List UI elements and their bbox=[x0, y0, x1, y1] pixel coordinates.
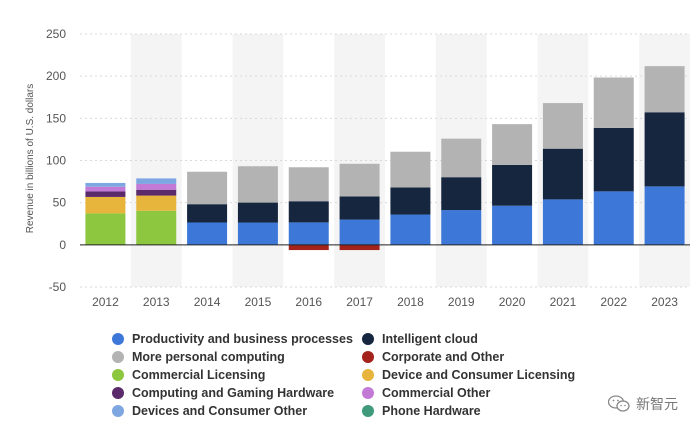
bar-segment bbox=[390, 214, 431, 245]
bar-segment bbox=[593, 191, 634, 245]
bar-segment bbox=[85, 182, 126, 187]
legend-item[interactable]: Device and Consumer Licensing bbox=[362, 367, 592, 382]
bar-segment bbox=[85, 213, 126, 245]
bar-segment bbox=[136, 195, 177, 211]
bar-segment bbox=[288, 167, 329, 202]
y-tick-label: 150 bbox=[46, 111, 66, 125]
y-axis-title: Revenue in billions of U.S. dollars bbox=[25, 84, 36, 234]
chart-area: 250 200 150 100 50 0 -50 Revenue in billions of… bbox=[25, 27, 690, 309]
bar-segment bbox=[237, 202, 278, 223]
bar-segment bbox=[593, 77, 634, 128]
wechat-icon bbox=[608, 395, 630, 412]
bar-segment bbox=[441, 210, 482, 245]
legend-swatch bbox=[362, 350, 374, 363]
x-tick-label: 2020 bbox=[499, 295, 526, 309]
y-tick-label: 50 bbox=[53, 196, 67, 210]
bar-segment bbox=[339, 196, 380, 220]
bar-segment bbox=[542, 103, 583, 149]
x-tick-label: 2021 bbox=[550, 295, 577, 309]
legend-swatch bbox=[362, 404, 374, 417]
x-tick-label: 2012 bbox=[92, 295, 119, 309]
bar-segment bbox=[339, 244, 380, 251]
x-tick-label: 2015 bbox=[245, 295, 272, 309]
legend-item[interactable]: Computing and Gaming Hardware bbox=[112, 385, 362, 400]
bar-segment bbox=[237, 222, 278, 245]
bar-segment bbox=[85, 191, 126, 197]
x-tick-label: 2017 bbox=[346, 295, 373, 309]
legend-swatch bbox=[112, 332, 124, 345]
bar-segment bbox=[542, 199, 583, 245]
bar-segment bbox=[644, 66, 685, 113]
bar-segment bbox=[187, 171, 228, 205]
bar-segment bbox=[136, 183, 177, 190]
y-tick-label: 250 bbox=[46, 27, 66, 41]
watermark-text: 新智元 bbox=[636, 396, 678, 412]
y-tick-label: 200 bbox=[46, 69, 66, 83]
legend-item[interactable]: Productivity and business processes bbox=[112, 331, 362, 346]
bar-segment bbox=[542, 148, 583, 200]
x-tick-label: 2013 bbox=[143, 295, 170, 309]
x-tick-label: 2019 bbox=[448, 295, 475, 309]
y-tick-label: -50 bbox=[49, 280, 67, 294]
legend-label: Device and Consumer Licensing bbox=[382, 367, 576, 382]
bar-segment bbox=[85, 196, 126, 214]
legend-item[interactable]: Intelligent cloud bbox=[362, 331, 592, 346]
legend-label: Productivity and business processes bbox=[132, 331, 353, 346]
legend-swatch bbox=[362, 386, 374, 399]
bar-segment bbox=[187, 204, 228, 223]
bar-segment bbox=[644, 112, 685, 187]
legend-item[interactable]: More personal computing bbox=[112, 349, 362, 364]
bar-segment bbox=[390, 187, 431, 215]
x-tick-label: 2022 bbox=[600, 295, 627, 309]
bar-segment bbox=[441, 177, 482, 211]
legend-label: Commercial Licensing bbox=[132, 367, 266, 382]
bar-segment bbox=[339, 219, 380, 245]
bar-chart: 250 200 150 100 50 0 -50 Revenue in billions of… bbox=[25, 27, 690, 309]
bar-segment bbox=[492, 124, 533, 165]
bar-segment bbox=[644, 186, 685, 245]
bar-segment bbox=[441, 138, 482, 178]
legend-swatch bbox=[362, 332, 374, 345]
bar-segment bbox=[136, 189, 177, 196]
x-tick-label: 2023 bbox=[651, 295, 678, 309]
x-tick-label: 2014 bbox=[194, 295, 221, 309]
bar-segment bbox=[492, 205, 533, 245]
bar-segment bbox=[288, 201, 329, 223]
bar-segment bbox=[187, 222, 228, 245]
legend-swatch bbox=[112, 350, 124, 363]
y-tick-label: 0 bbox=[59, 238, 66, 252]
legend-label: Intelligent cloud bbox=[382, 331, 478, 346]
legend-label: Phone Hardware bbox=[382, 403, 481, 418]
x-tick-label: 2018 bbox=[397, 295, 424, 309]
legend-item[interactable]: Commercial Other bbox=[362, 385, 592, 400]
legend-item[interactable]: Devices and Consumer Other bbox=[112, 403, 362, 418]
legend-label: Commercial Other bbox=[382, 385, 491, 400]
x-tick-label: 2016 bbox=[295, 295, 322, 309]
legend-label: Devices and Consumer Other bbox=[132, 403, 308, 418]
bar-segment bbox=[339, 163, 380, 197]
y-tick-label: 100 bbox=[46, 154, 66, 168]
legend-swatch bbox=[112, 386, 124, 399]
legend-item[interactable]: Corporate and Other bbox=[362, 349, 592, 364]
bar-segment bbox=[288, 244, 329, 251]
bar-segment bbox=[136, 210, 177, 245]
legend-swatch bbox=[362, 368, 374, 381]
legend-item[interactable]: Phone Hardware bbox=[362, 403, 592, 418]
legend-label: Computing and Gaming Hardware bbox=[132, 385, 335, 400]
legend-label: Corporate and Other bbox=[382, 349, 505, 364]
legend-swatch bbox=[112, 404, 124, 417]
legend-label: More personal computing bbox=[132, 349, 285, 364]
bar-segment bbox=[288, 222, 329, 245]
bar-segment bbox=[237, 166, 278, 203]
legend: Productivity and business processes Intel… bbox=[112, 331, 592, 418]
legend-swatch bbox=[112, 368, 124, 381]
bar-segment bbox=[85, 186, 126, 192]
legend-item[interactable]: Commercial Licensing bbox=[112, 367, 362, 382]
bar-segment bbox=[492, 164, 533, 206]
watermark: 新智元 bbox=[608, 394, 678, 414]
bar-segment bbox=[593, 127, 634, 192]
bar-segment bbox=[390, 151, 431, 188]
bar-segment bbox=[136, 178, 177, 184]
